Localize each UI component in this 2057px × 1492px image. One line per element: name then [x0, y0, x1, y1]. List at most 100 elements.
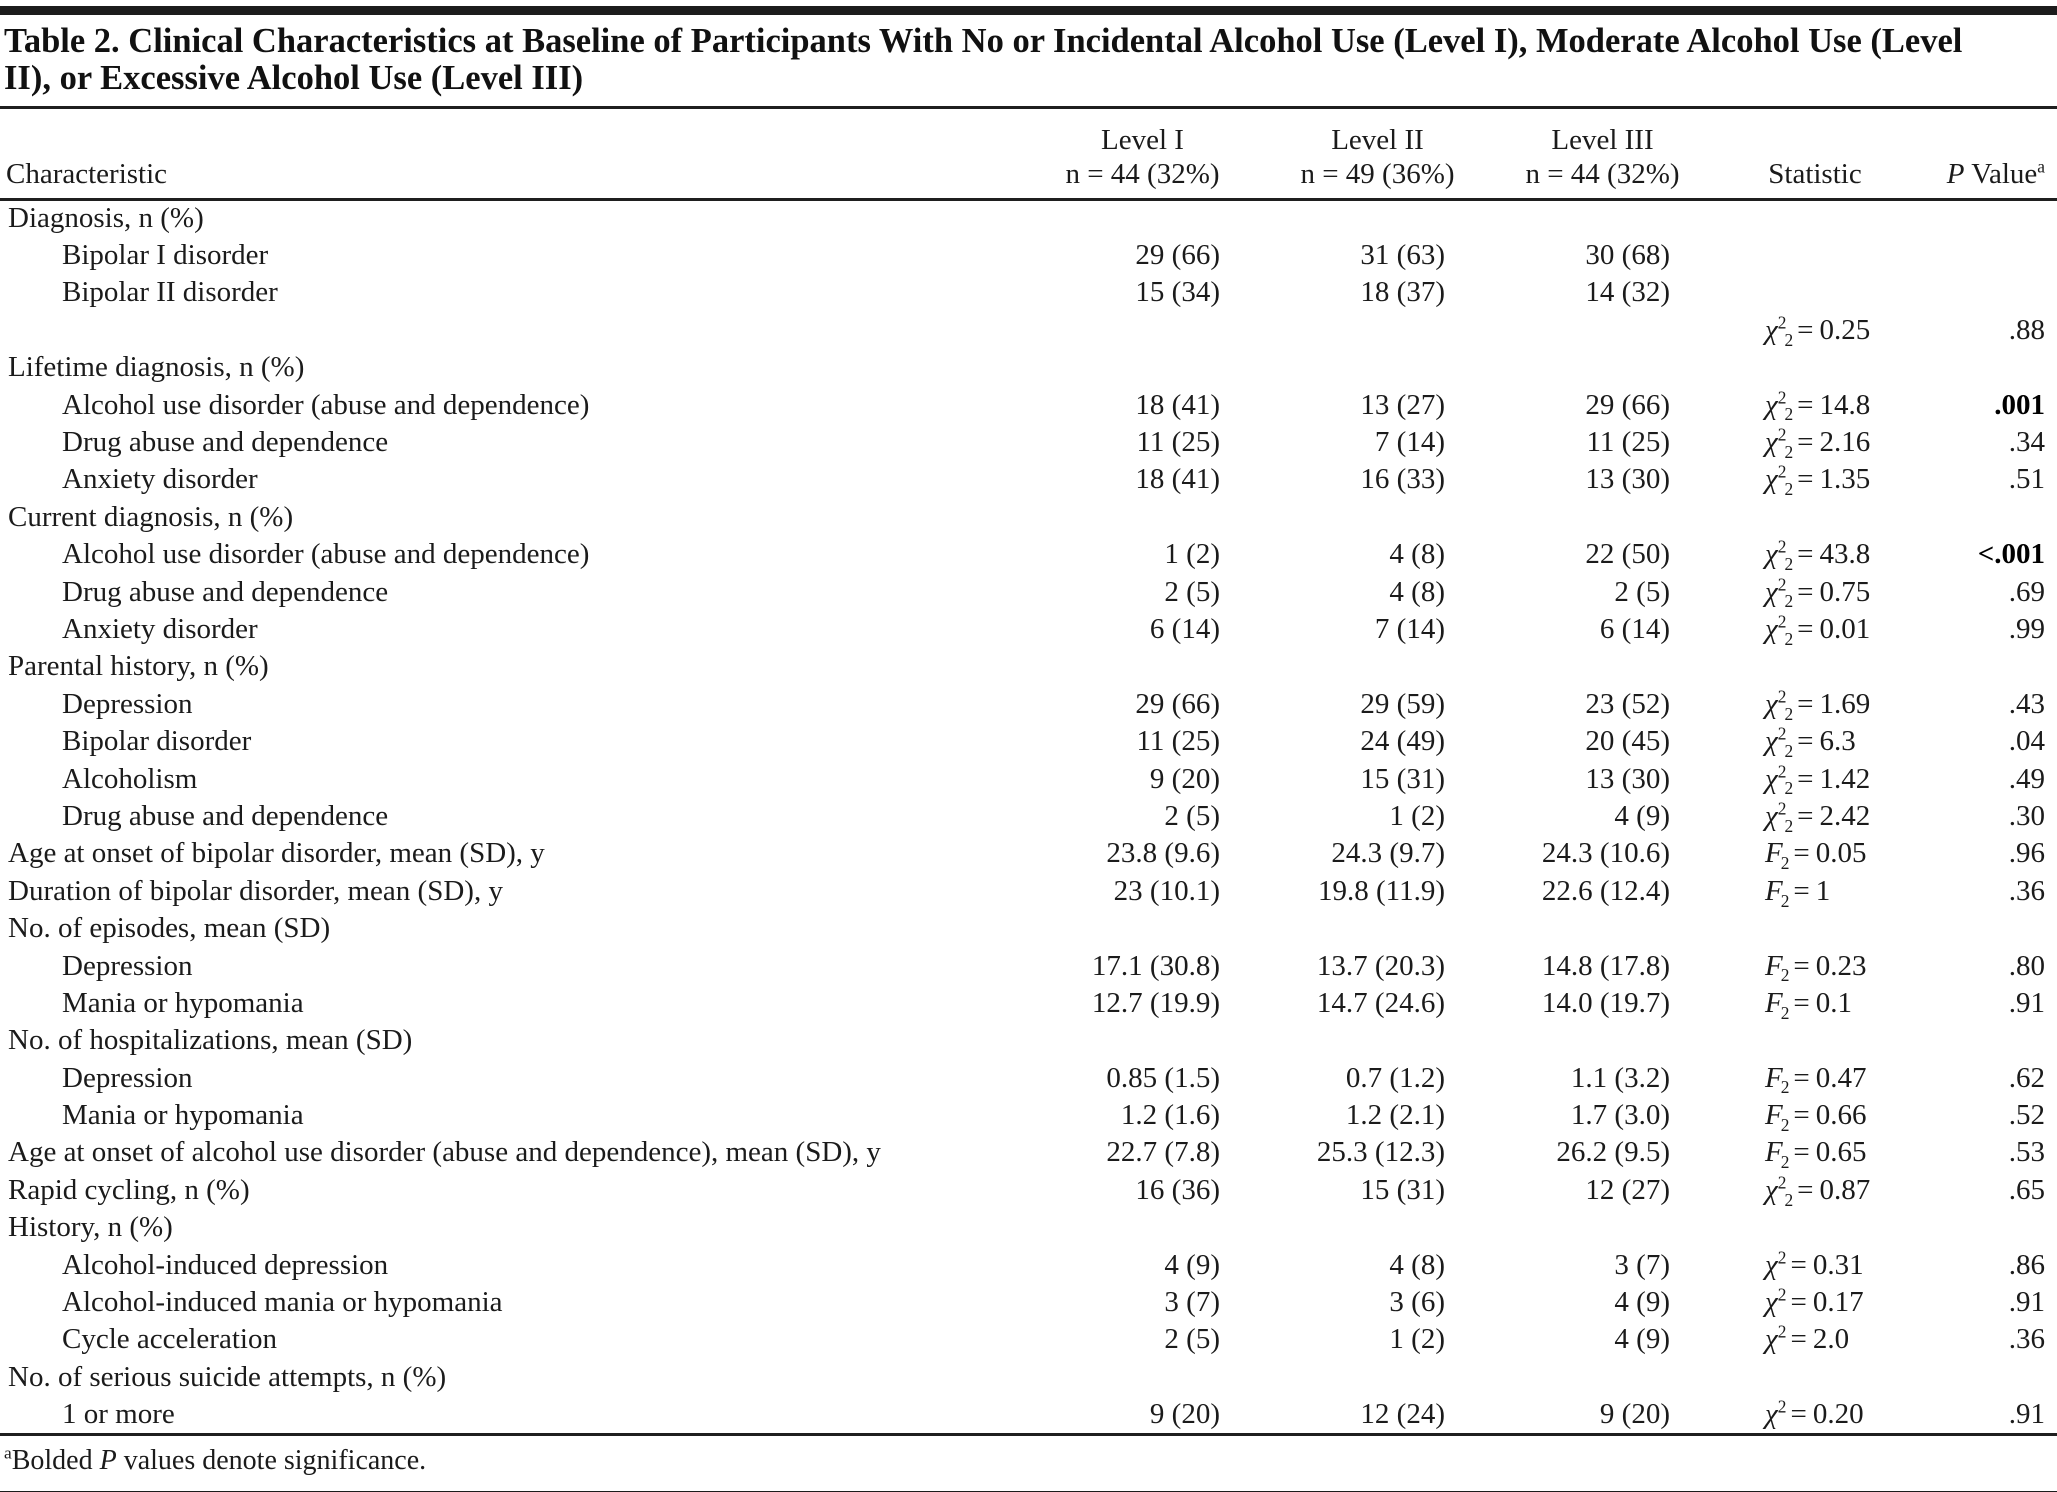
- level-2-value: 3 (6): [1389, 1286, 1445, 1319]
- statistic-superscript: 2: [1777, 424, 1787, 445]
- level-1-value: 18 (41): [1135, 388, 1220, 421]
- statistic-symbol: χ: [1765, 1323, 1778, 1356]
- statistic-subscript: 2: [1784, 441, 1794, 462]
- p-value: .88: [2008, 313, 2045, 346]
- row-label: Drug abuse and dependence: [62, 426, 389, 459]
- table-row: Mania or hypomania 1.2 (1.6) 1.2 (2.1) 1.7 …: [0, 1097, 2057, 1134]
- statistic-value: χ2 = 0.31: [1715, 1246, 1915, 1283]
- statistic-subscript: 2: [1784, 815, 1794, 836]
- level-1-value: [1020, 200, 1265, 237]
- table-row: Depression 0.85 (1.5) 0.7 (1.2) 1.1 (3.2) F2…: [0, 1059, 2057, 1096]
- statistic-value: χ22 = 2.16: [1715, 424, 1915, 461]
- level-2-value: 29 (59): [1360, 687, 1445, 720]
- level-1-value: 0.85 (1.5): [1106, 1061, 1220, 1094]
- level-2-value: 7 (14): [1374, 612, 1445, 645]
- level-1-value: 16 (36): [1135, 1173, 1220, 1206]
- statistic-symbol: χ: [1765, 762, 1778, 795]
- table-row: Bipolar II disorder 15 (34) 18 (37) 14 (32): [0, 274, 2057, 311]
- statistic-number: 0.75: [1819, 575, 1871, 608]
- level-3-value: [1490, 200, 1715, 237]
- equals-sign: =: [1790, 1248, 1807, 1281]
- level-2-value: 16 (33): [1360, 463, 1445, 496]
- statistic-symbol: χ: [1765, 1173, 1778, 1206]
- statistic-subscript: 2: [1780, 1002, 1790, 1023]
- level-2-value: 31 (63): [1360, 239, 1445, 272]
- level-3-value: 13 (30): [1585, 463, 1670, 496]
- statistic-number: 0.05: [1815, 837, 1867, 870]
- statistic-symbol: F: [1765, 837, 1783, 870]
- level-3-name: Level III: [1551, 124, 1654, 156]
- level-3-value: 14.0 (19.7): [1541, 986, 1670, 1019]
- table-row: Parental history, n (%): [0, 648, 2057, 685]
- table-row: Age at onset of alcohol use disorder (ab…: [0, 1134, 2057, 1171]
- statistic-value: F2 = 0.05: [1715, 835, 1915, 872]
- level-1-value: 29 (66): [1135, 239, 1220, 272]
- statistic-number: 0.31: [1812, 1248, 1864, 1281]
- statistic-superscript: 2: [1777, 611, 1787, 632]
- level-3-value: 1.7 (3.0): [1570, 1099, 1670, 1132]
- level-3-value: [1490, 349, 1715, 386]
- row-label: Duration of bipolar disorder, mean (SD),…: [8, 874, 503, 907]
- level-3-value: 24.3 (10.6): [1541, 837, 1670, 870]
- level-3-value: 14.8 (17.8): [1541, 949, 1670, 982]
- level-2-value: 1.2 (2.1): [1345, 1099, 1445, 1132]
- footnote-divider-rule: [0, 1433, 2057, 1437]
- column-header-characteristic: Characteristic: [6, 158, 168, 190]
- statistic-symbol: F: [1765, 986, 1783, 1019]
- statistic-value: χ22 = 2.42: [1715, 798, 1915, 835]
- statistic-number: 0.01: [1819, 612, 1871, 645]
- table-row: Duration of bipolar disorder, mean (SD),…: [0, 873, 2057, 910]
- level-1-value: 12.7 (19.9): [1091, 986, 1220, 1019]
- column-header-statistic: Statistic: [1768, 158, 1862, 190]
- row-label: 1 or more: [62, 1398, 175, 1431]
- statistic-number: 6.3: [1819, 725, 1856, 758]
- table-body: Diagnosis, n (%) Bipolar I disorder 29 (66…: [0, 200, 2057, 1434]
- p-value-italic-p: P: [1946, 158, 1965, 190]
- statistic-subscript: 2: [1784, 554, 1794, 574]
- table-row: No. of episodes, mean (SD): [0, 910, 2057, 947]
- table-row: Alcohol-induced mania or hypomania 3 (7) 3…: [0, 1284, 2057, 1321]
- level-1-value: 17.1 (30.8): [1091, 949, 1220, 982]
- p-value: [1915, 349, 2057, 386]
- statistic-value: [1715, 499, 1915, 536]
- statistic-number: 2.42: [1819, 799, 1871, 832]
- statistic-subscript: 2: [1784, 479, 1794, 500]
- statistic-subscript: 2: [1784, 404, 1794, 425]
- equals-sign: =: [1797, 687, 1814, 720]
- equals-sign: =: [1793, 874, 1810, 907]
- level-3-value: 2 (5): [1614, 575, 1670, 608]
- statistic-number: 1.35: [1819, 463, 1871, 496]
- level-3-value: 23 (52): [1585, 687, 1670, 720]
- p-value: [1915, 1022, 2057, 1059]
- table-title: Table 2. Clinical Characteristics at Bas…: [0, 15, 2057, 109]
- p-value: .69: [2008, 575, 2045, 608]
- table-row: Bipolar disorder 11 (25) 24 (49) 20 (45) χ22…: [0, 723, 2057, 760]
- level-2-value: [1265, 1022, 1490, 1059]
- p-value: [1915, 499, 2057, 536]
- equals-sign: =: [1793, 1099, 1810, 1132]
- level-3-value: 6 (14): [1599, 612, 1670, 645]
- statistic-symbol: χ: [1765, 313, 1778, 346]
- equals-sign: =: [1797, 426, 1814, 459]
- statistic-subscript: 2: [1784, 329, 1794, 350]
- footnote-italic-p: P: [99, 1445, 117, 1477]
- level-2-value: 15 (31): [1360, 1173, 1445, 1206]
- row-label: Mania or hypomania: [62, 1099, 304, 1132]
- statistic-symbol: χ: [1765, 538, 1778, 571]
- p-value: .62: [2008, 1061, 2045, 1094]
- row-label: Bipolar I disorder: [62, 239, 269, 272]
- p-value-text: Value: [1964, 158, 2038, 190]
- table-footnote: aBolded P values denote significance.: [0, 1436, 2057, 1488]
- statistic-number: 0.47: [1815, 1061, 1867, 1094]
- equals-sign: =: [1790, 1398, 1807, 1431]
- clinical-characteristics-table: Characteristic Level I n = 44 (32%) Leve…: [0, 109, 2057, 1433]
- p-value: .001: [1994, 388, 2045, 421]
- level-2-value: 7 (14): [1374, 426, 1445, 459]
- row-label: Drug abuse and dependence: [62, 575, 389, 608]
- table-row: Depression 29 (66) 29 (59) 23 (52) χ22 = 1.69.…: [0, 686, 2057, 723]
- statistic-symbol: χ: [1765, 725, 1778, 758]
- level-2-value: [1265, 349, 1490, 386]
- statistic-value: χ22 = 0.87: [1715, 1172, 1915, 1209]
- statistic-subscript: 2: [1784, 703, 1794, 724]
